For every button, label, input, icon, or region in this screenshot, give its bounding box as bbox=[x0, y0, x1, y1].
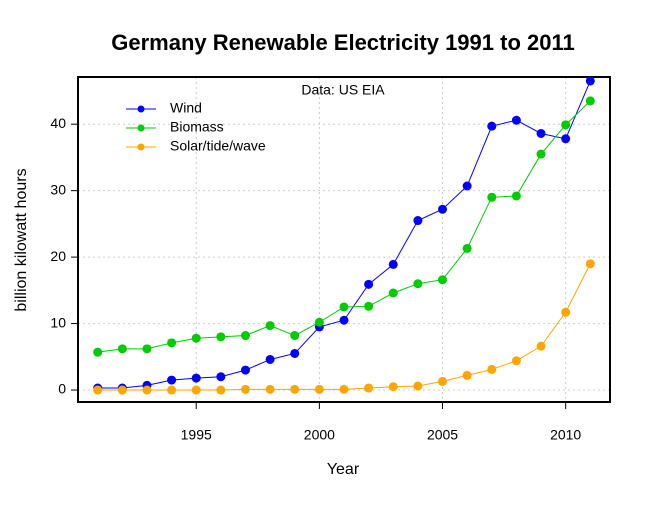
data-point bbox=[364, 301, 374, 311]
data-point bbox=[388, 382, 398, 392]
data-point bbox=[536, 149, 546, 159]
data-point bbox=[93, 347, 103, 357]
data-point bbox=[240, 384, 250, 394]
data-point bbox=[388, 288, 398, 298]
data-point bbox=[487, 121, 497, 131]
data-point bbox=[413, 279, 423, 289]
x-tick-label: 2010 bbox=[550, 427, 581, 443]
data-point bbox=[561, 307, 571, 317]
data-point bbox=[438, 204, 448, 214]
data-point bbox=[339, 302, 349, 312]
data-point bbox=[364, 279, 374, 289]
data-point bbox=[191, 385, 201, 395]
data-point bbox=[339, 315, 349, 325]
data-point bbox=[487, 364, 497, 374]
legend-marker bbox=[137, 124, 145, 132]
chart-title: Germany Renewable Electricity 1991 to 20… bbox=[111, 30, 574, 55]
y-tick-label: 10 bbox=[50, 314, 66, 330]
data-point bbox=[536, 341, 546, 351]
y-tick-label: 30 bbox=[50, 181, 66, 197]
legend-marker bbox=[137, 105, 145, 113]
data-point bbox=[462, 181, 472, 191]
legend-label: Wind bbox=[170, 100, 202, 116]
data-point bbox=[561, 134, 571, 144]
data-point bbox=[142, 344, 152, 354]
data-point bbox=[216, 385, 226, 395]
data-point bbox=[511, 115, 521, 125]
data-point bbox=[585, 259, 595, 269]
data-point bbox=[216, 372, 226, 382]
data-point bbox=[438, 275, 448, 285]
data-point bbox=[265, 321, 275, 331]
data-point bbox=[93, 385, 103, 395]
data-point bbox=[117, 344, 127, 354]
data-point bbox=[117, 385, 127, 395]
y-tick-label: 0 bbox=[58, 381, 66, 397]
data-point bbox=[413, 381, 423, 391]
data-point bbox=[167, 338, 177, 348]
plot-border bbox=[77, 76, 611, 403]
data-point bbox=[561, 120, 571, 130]
data-point bbox=[191, 333, 201, 343]
data-point bbox=[290, 331, 300, 341]
data-point bbox=[265, 384, 275, 394]
data-point bbox=[388, 259, 398, 269]
data-point bbox=[511, 191, 521, 201]
data-point bbox=[487, 192, 497, 202]
legend-label: Solar/tide/wave bbox=[170, 138, 266, 154]
data-point bbox=[167, 375, 177, 385]
data-point bbox=[142, 385, 152, 395]
data-point bbox=[314, 317, 324, 327]
y-tick-label: 20 bbox=[50, 248, 66, 264]
series-line bbox=[97, 263, 591, 391]
legend-label: Biomass bbox=[170, 119, 224, 135]
data-point bbox=[438, 376, 448, 386]
x-tick-label: 1995 bbox=[181, 427, 212, 443]
data-point bbox=[216, 332, 226, 342]
x-axis-label: Year bbox=[327, 461, 360, 478]
data-point bbox=[462, 370, 472, 380]
data-point bbox=[585, 76, 595, 86]
data-point bbox=[167, 385, 177, 395]
data-point bbox=[536, 128, 546, 138]
annotation: Data: US EIA bbox=[301, 82, 385, 98]
data-point bbox=[364, 383, 374, 393]
data-point bbox=[339, 384, 349, 394]
data-point bbox=[290, 348, 300, 358]
data-point bbox=[191, 373, 201, 383]
legend-marker bbox=[137, 143, 145, 151]
data-point bbox=[240, 331, 250, 341]
data-point bbox=[413, 216, 423, 226]
x-tick-label: 2005 bbox=[427, 427, 458, 443]
data-point bbox=[290, 384, 300, 394]
data-point bbox=[314, 384, 324, 394]
data-point bbox=[240, 365, 250, 375]
data-point bbox=[265, 354, 275, 364]
y-axis-label: billion kilowatt hours bbox=[13, 168, 30, 311]
data-point bbox=[585, 96, 595, 106]
x-tick-label: 2000 bbox=[304, 427, 335, 443]
data-point bbox=[511, 356, 521, 366]
y-tick-label: 40 bbox=[50, 115, 66, 131]
data-point bbox=[462, 243, 472, 253]
